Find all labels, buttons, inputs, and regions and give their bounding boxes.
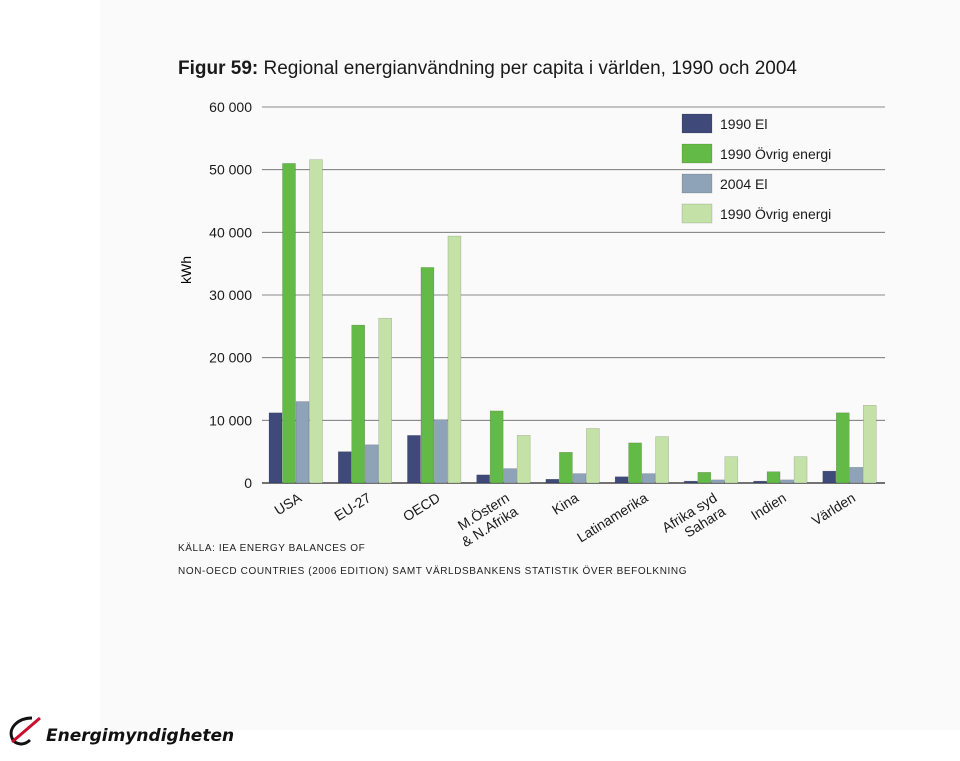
bar — [614, 476, 629, 484]
x-tick-label-line: Världen — [809, 489, 858, 528]
y-tick-label: 50 000 — [209, 162, 252, 178]
bar — [489, 410, 504, 484]
y-tick-label: 0 — [244, 475, 252, 491]
bar — [697, 472, 712, 484]
bar — [309, 159, 323, 484]
x-tick-label-line: Latinamerika — [574, 489, 651, 545]
bar — [628, 442, 642, 484]
bar — [434, 419, 448, 484]
figure-title-text: Regional energianvändning per capita i v… — [258, 58, 797, 79]
bar — [337, 451, 352, 484]
x-tick-label-line: EU-27 — [331, 489, 373, 524]
bar — [476, 474, 490, 484]
x-tick-label: Indien — [748, 489, 789, 523]
x-tick-label: OECD — [400, 489, 443, 524]
x-tick-label: USA — [271, 489, 304, 518]
legend-swatch — [681, 173, 713, 194]
y-tick-label: 30 000 — [209, 287, 252, 303]
bar — [655, 436, 669, 484]
legend-label: 2004 El — [720, 176, 767, 192]
bar — [793, 456, 808, 484]
bar — [586, 428, 600, 484]
x-tick-label: EU-27 — [331, 489, 373, 524]
source-line-2: NON-OECD COUNTRIES (2006 EDITION) SAMT V… — [178, 566, 688, 577]
bar — [641, 473, 656, 484]
y-tick-label: 60 000 — [209, 99, 252, 115]
bar — [836, 412, 850, 484]
energimyndigheten-logo: Energimyndigheten — [6, 712, 234, 756]
bar — [559, 452, 573, 484]
chart-panel — [100, 0, 960, 730]
legend-swatch — [681, 203, 713, 224]
bar — [420, 267, 435, 484]
chart-title: Figur 59: Regional energianvändning per … — [178, 58, 797, 80]
bar — [503, 468, 517, 484]
bar — [724, 456, 739, 484]
figure-label: Figur 59: — [178, 58, 259, 79]
x-tick-label-line: Indien — [748, 489, 789, 523]
legend-label: 1990 El — [720, 116, 767, 132]
bar — [849, 467, 864, 484]
bar — [572, 473, 587, 484]
y-axis-label: kWh — [178, 256, 194, 284]
x-tick-label-line: Kina — [549, 489, 581, 518]
bar — [753, 480, 767, 484]
bar — [545, 478, 560, 484]
bar — [684, 480, 698, 484]
bar — [863, 405, 877, 484]
x-tick-label-line: USA — [271, 489, 304, 518]
bar — [711, 479, 725, 484]
source-line-1: KÄLLA: IEA ENERGY BALANCES OF — [178, 543, 366, 554]
legend-label: 1990 Övrig energi — [720, 145, 831, 162]
logo-swoosh-icon — [9, 716, 41, 746]
y-tick-label: 40 000 — [209, 224, 252, 240]
legend-swatch — [681, 113, 713, 134]
bar — [407, 435, 421, 484]
bar — [766, 471, 781, 484]
x-tick-label: M.Östern& N.Afrika — [454, 489, 520, 550]
bar — [364, 444, 379, 484]
legend-swatch — [681, 143, 713, 164]
logo-text: Energimyndigheten — [46, 726, 235, 746]
y-tick-label: 20 000 — [209, 350, 252, 366]
bar — [822, 470, 837, 484]
bar — [282, 163, 296, 484]
bar — [780, 479, 794, 484]
x-tick-label: Kina — [549, 489, 581, 518]
x-tick-label: Världen — [809, 489, 858, 528]
legend-label: 1990 Övrig energi — [720, 205, 831, 222]
bar — [378, 317, 392, 484]
bar — [268, 412, 283, 484]
bar — [351, 324, 365, 484]
bar — [447, 235, 462, 484]
x-tick-label-line: OECD — [400, 489, 443, 524]
y-tick-label: 10 000 — [209, 412, 252, 428]
bar — [516, 435, 531, 484]
x-tick-label: Latinamerika — [574, 489, 651, 545]
bar — [295, 401, 310, 484]
